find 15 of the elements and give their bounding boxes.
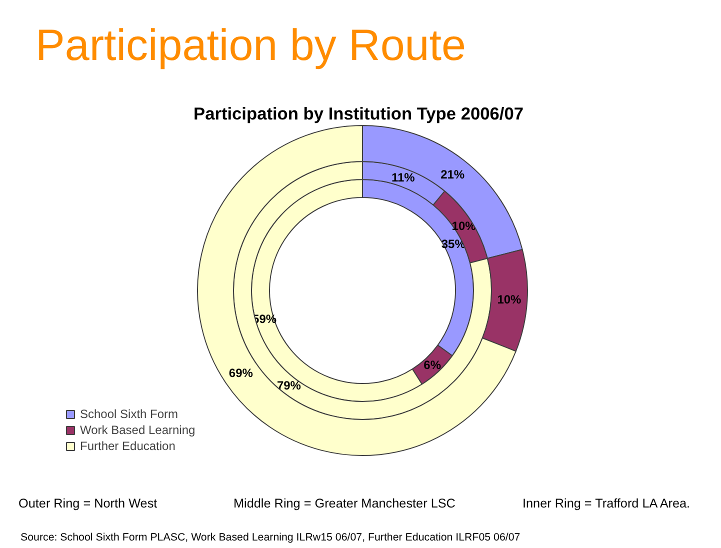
chart-subtitle: Participation by Institution Type 2006/07 xyxy=(194,104,524,124)
legend-label: School Sixth Form xyxy=(80,407,178,421)
legend-label: Further Education xyxy=(80,439,176,453)
data-label: 21% xyxy=(440,167,465,182)
chart-title: Participation by Route xyxy=(36,21,466,70)
source-note: Source: School Sixth Form PLASC, Work Based Learning ILRw15 06/07, Further Education ILRF05 06/07 xyxy=(20,532,520,544)
data-label: 10% xyxy=(497,292,522,307)
data-label: 79% xyxy=(276,378,302,392)
data-label: 11% xyxy=(391,170,416,185)
text: Inner Ring = Trafford LA Area. xyxy=(522,496,690,510)
text: Middle Ring = Greater Manchester LSC xyxy=(234,496,456,510)
text: Outer Ring = North West xyxy=(18,496,158,510)
legend-label: Work Based Learning xyxy=(80,423,196,437)
data-label: 69% xyxy=(228,366,254,380)
data-label: 6% xyxy=(424,358,442,372)
